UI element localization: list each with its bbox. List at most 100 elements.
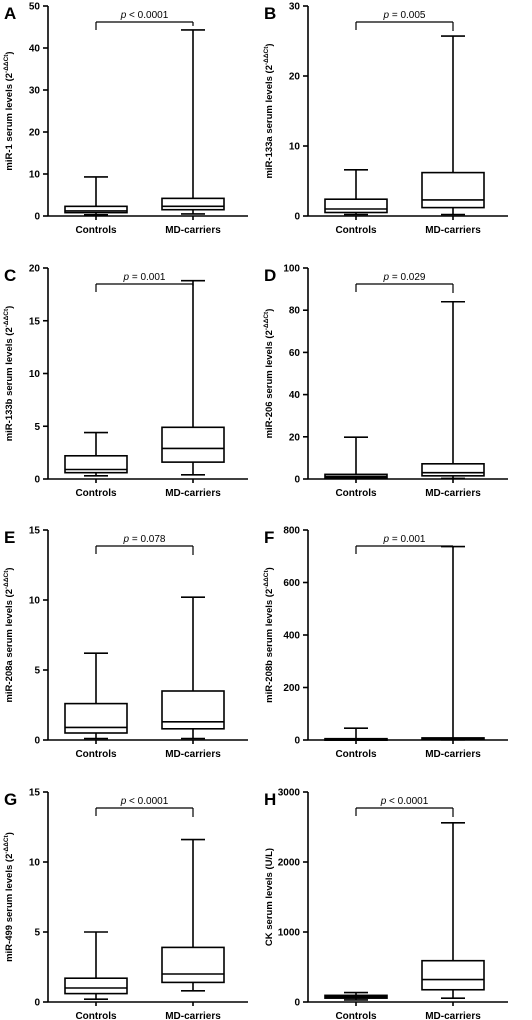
y-axis-label-close: ) — [4, 306, 15, 309]
box-controls — [64, 931, 128, 1001]
y-tick-label: 15 — [29, 316, 41, 327]
y-axis-label: miR-206 serum levels (2-ΔΔCt) — [263, 309, 275, 439]
p-value-symbol: p — [383, 272, 390, 283]
iqr-box — [324, 198, 388, 214]
y-tick-label: 40 — [29, 44, 41, 55]
y-tick-label: 0 — [294, 212, 300, 223]
panel-h: H 0 1000 2000 3000 CK serum levels (U/L) Contr… — [264, 788, 508, 1020]
y-axis-label-text: miR-499 serum levels (2 — [4, 854, 15, 962]
iqr-box — [64, 977, 128, 995]
y-tick-label: 10 — [29, 596, 41, 607]
x-category-label: MD-carriers — [425, 488, 481, 499]
panel-f: F 0 200 400 600 800 miR-208b serum levels (2-Δ… — [263, 526, 508, 760]
panel-letter: H — [264, 790, 276, 809]
p-value-text: = 0.001 — [389, 534, 426, 545]
iqr-box — [161, 690, 225, 730]
box-controls — [64, 431, 128, 477]
p-value-symbol: p — [123, 272, 130, 283]
y-axis-label-close: ) — [4, 567, 15, 570]
panel-letter: A — [4, 4, 16, 23]
x-category-label: MD-carriers — [165, 749, 221, 760]
p-value-symbol: p — [123, 534, 130, 545]
y-axis-label: miR-208b serum levels (2-ΔΔCt) — [263, 567, 275, 703]
y-tick-label: 5 — [34, 928, 40, 939]
box-md-carriers — [161, 596, 225, 740]
y-axis-label-close: ) — [264, 567, 275, 570]
box-md-carriers — [421, 545, 485, 741]
iqr-box — [161, 946, 225, 984]
iqr-box — [64, 205, 128, 214]
box-md-carriers — [421, 35, 485, 216]
y-tick-label: 0 — [294, 475, 300, 486]
p-value: p = 0.029 — [383, 272, 426, 283]
y-axis-label-text: miR-208a serum levels (2 — [4, 589, 15, 703]
panel-d: D 0 20 40 60 80 100 miR-206 serum levels (2-ΔΔC… — [263, 264, 508, 499]
p-value-text: < 0.0001 — [126, 796, 168, 807]
y-axis-label: miR-133b serum levels (2-ΔΔCt) — [3, 306, 15, 442]
x-category-label: Controls — [335, 225, 377, 236]
iqr-box — [161, 426, 225, 463]
p-value-text: = 0.005 — [389, 10, 426, 21]
y-axis-label: miR-133a serum levels (2-ΔΔCt) — [263, 43, 275, 178]
panel-letter: C — [4, 266, 16, 285]
y-axis-label-text: miR-133a serum levels (2 — [264, 65, 275, 179]
y-tick-label: 800 — [283, 526, 300, 537]
y-axis-label-close: ) — [264, 309, 275, 312]
y-tick-label: 5 — [34, 666, 40, 677]
y-tick-label: 600 — [283, 578, 300, 589]
p-value-symbol: p — [120, 796, 127, 807]
panel-c: C 0 5 10 15 20 miR-133b serum levels (2-ΔΔCt) C… — [3, 264, 248, 499]
y-tick-label: 15 — [29, 788, 41, 799]
panel-letter: B — [264, 4, 276, 23]
y-tick-label: 3000 — [278, 788, 301, 799]
x-category-label: MD-carriers — [165, 225, 221, 236]
iqr-box — [421, 171, 485, 209]
x-category-label: Controls — [335, 1011, 377, 1020]
panel-b: B 0 10 20 30 miR-133a serum levels (2-ΔΔCt) Co… — [263, 2, 508, 236]
y-tick-label: 2000 — [278, 858, 301, 869]
y-tick-label: 400 — [283, 631, 300, 642]
iqr-box — [161, 197, 225, 211]
y-tick-label: 100 — [283, 264, 300, 275]
y-tick-label: 30 — [29, 86, 41, 97]
box-md-carriers — [161, 279, 225, 476]
iqr-box — [64, 702, 128, 734]
y-tick-label: 20 — [29, 128, 41, 139]
iqr-box — [421, 463, 485, 477]
p-value: p = 0.078 — [123, 534, 166, 545]
x-category-label: Controls — [75, 749, 117, 760]
y-tick-label: 5 — [34, 422, 40, 433]
panel-g: G 0 5 10 15 miR-499 serum levels (2-ΔΔCt) Cont… — [3, 788, 248, 1020]
y-axis-label-superscript: -ΔΔCt — [263, 46, 270, 65]
panel-letter: D — [264, 266, 276, 285]
p-value-symbol: p — [383, 10, 390, 21]
box-controls — [64, 176, 128, 216]
y-tick-label: 1000 — [278, 928, 301, 939]
y-tick-label: 40 — [289, 390, 301, 401]
box-md-carriers — [161, 838, 225, 992]
p-value-text: = 0.001 — [129, 272, 166, 283]
x-category-label: Controls — [75, 488, 117, 499]
y-tick-label: 20 — [29, 264, 41, 275]
y-tick-label: 200 — [283, 683, 300, 694]
y-tick-label: 20 — [289, 432, 301, 443]
x-category-label: Controls — [335, 488, 377, 499]
y-tick-label: 0 — [34, 475, 40, 486]
y-axis-label-superscript: -ΔΔCt — [3, 834, 10, 853]
y-tick-label: 20 — [289, 72, 301, 83]
y-axis-label-superscript: -ΔΔCt — [3, 308, 10, 327]
y-axis-label-text: CK serum levels (U/L) — [264, 848, 275, 946]
y-axis-label-text: miR-133b serum levels (2 — [4, 327, 15, 441]
box-controls — [324, 169, 388, 216]
y-axis-label-superscript: -ΔΔCt — [263, 311, 270, 330]
x-category-label: Controls — [335, 749, 377, 760]
box-controls — [64, 652, 128, 740]
box-md-carriers — [161, 29, 225, 215]
y-axis-label: miR-499 serum levels (2-ΔΔCt) — [3, 832, 15, 962]
y-tick-label: 50 — [29, 2, 41, 13]
p-value: p = 0.001 — [123, 272, 166, 283]
p-value-symbol: p — [380, 796, 387, 807]
y-axis-label-close: ) — [4, 51, 15, 54]
iqr-box — [64, 454, 128, 474]
